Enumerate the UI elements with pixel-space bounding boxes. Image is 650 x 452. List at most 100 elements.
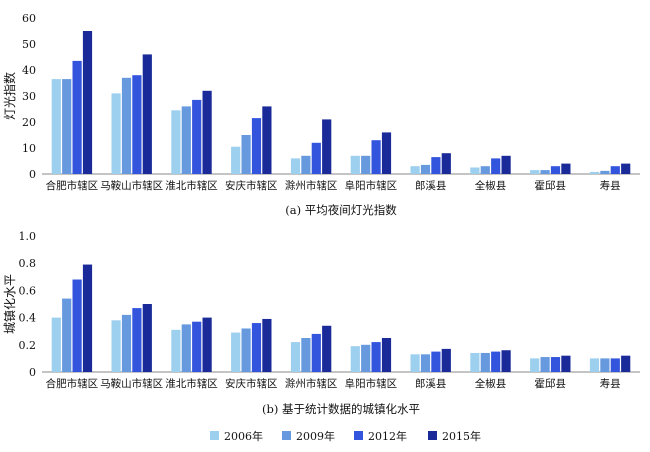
legend-label: 2012年 [368,429,407,443]
category-label: 滁州市辖区 [285,179,338,192]
bar-a-6-1 [420,164,431,174]
bar-b-0-1 [62,298,72,372]
bar-a-5-1 [361,155,371,174]
bar-a-8-2 [550,166,561,174]
bar-a-0-3 [82,31,93,174]
bar-a-0-1 [62,79,72,174]
y-axis-label: 城镇化水平 [3,274,17,334]
bar-b-3-3 [262,318,272,372]
bar-a-6-3 [441,153,451,174]
bar-b-5-3 [381,338,392,372]
y-tick-label: 0.2 [19,339,37,352]
bar-b-3-2 [251,323,262,372]
bar-b-2-3 [202,317,212,372]
y-tick-label: 0.4 [19,312,37,325]
bar-b-7-2 [491,351,501,372]
bar-a-5-2 [371,140,381,174]
bar-b-2-1 [181,324,191,372]
bar-b-9-0 [589,358,600,372]
legend-swatch [354,431,363,440]
bar-a-9-0 [589,171,600,174]
bar-b-0-3 [82,264,93,372]
bar-b-4-0 [290,342,301,372]
y-tick-label: 40 [22,64,36,77]
y-tick-label: 0.8 [19,257,37,270]
bar-a-8-1 [540,170,550,174]
bar-b-8-0 [530,358,540,372]
bar-b-0-2 [72,279,82,372]
category-label: 郎溪县 [415,179,447,192]
legend-swatch [282,431,291,440]
bar-b-8-3 [561,355,571,372]
bar-a-0-0 [51,79,61,174]
category-label: 霍邱县 [535,377,567,390]
bar-a-9-1 [600,170,610,174]
bar-b-6-3 [441,348,451,372]
bar-b-5-2 [371,342,381,372]
legend-swatch [428,431,437,440]
bar-b-4-1 [301,338,311,372]
category-label: 寿县 [600,179,621,192]
y-tick-label: 20 [22,116,36,129]
legend-label: 2009年 [296,429,335,443]
bar-b-1-1 [121,314,132,372]
bar-a-3-1 [241,135,251,174]
panel-caption: (a) 平均夜间灯光指数 [285,203,397,217]
bar-b-4-3 [322,325,332,372]
category-label: 郎溪县 [415,377,447,390]
bar-b-6-0 [410,354,420,372]
bar-a-4-3 [322,119,332,174]
legend-swatch [210,431,219,440]
bar-a-8-3 [561,163,571,174]
bar-b-9-1 [600,358,610,372]
bar-a-1-2 [132,75,142,174]
y-tick-label: 0.6 [19,284,37,297]
y-tick-label: 1.0 [19,230,37,243]
bar-b-7-3 [501,350,511,372]
bar-a-4-2 [311,142,321,174]
bar-b-7-1 [480,352,490,372]
bar-b-2-2 [192,321,202,372]
bar-b-9-3 [621,355,631,372]
y-axis-label: 灯光指数 [2,72,17,120]
legend-label: 2015年 [442,429,481,443]
bar-b-2-0 [171,329,181,372]
category-label: 合肥市辖区 [46,179,99,192]
bar-a-6-0 [410,166,420,174]
bar-a-7-0 [470,167,480,174]
bar-a-6-2 [431,157,441,174]
bar-a-3-0 [231,146,241,174]
legend: 2006年 2009年 2012年 2015年 [210,429,481,443]
bar-a-0-2 [72,60,82,174]
category-label: 安庆市辖区 [225,377,278,390]
bar-a-9-2 [610,166,620,174]
bar-a-1-1 [121,77,132,174]
panel-caption: (b) 基于统计数据的城镇化水平 [262,402,420,416]
category-label: 合肥市辖区 [46,377,99,390]
category-label: 淮北市辖区 [165,377,218,390]
bar-b-1-2 [132,308,142,372]
bar-a-8-0 [530,170,540,174]
bar-a-5-0 [350,155,360,174]
bar-a-5-3 [381,132,392,174]
category-label: 淮北市辖区 [165,179,218,192]
category-label: 全椒县 [475,179,507,192]
bar-b-6-2 [431,351,441,372]
bar-b-3-0 [231,332,241,372]
bar-a-1-3 [142,54,152,174]
category-label: 全椒县 [475,377,507,390]
y-tick-label: 50 [22,38,36,51]
bar-a-7-3 [501,155,511,174]
bar-a-7-2 [491,158,501,174]
bar-a-9-3 [621,163,631,174]
category-label: 霍邱县 [535,179,567,192]
bar-b-8-2 [550,357,561,372]
category-label: 寿县 [600,377,621,390]
bar-a-1-0 [111,93,121,174]
bar-b-1-3 [142,304,152,372]
bar-b-7-0 [470,352,480,372]
bar-a-3-2 [251,118,262,174]
category-label: 阜阳市辖区 [345,179,398,192]
